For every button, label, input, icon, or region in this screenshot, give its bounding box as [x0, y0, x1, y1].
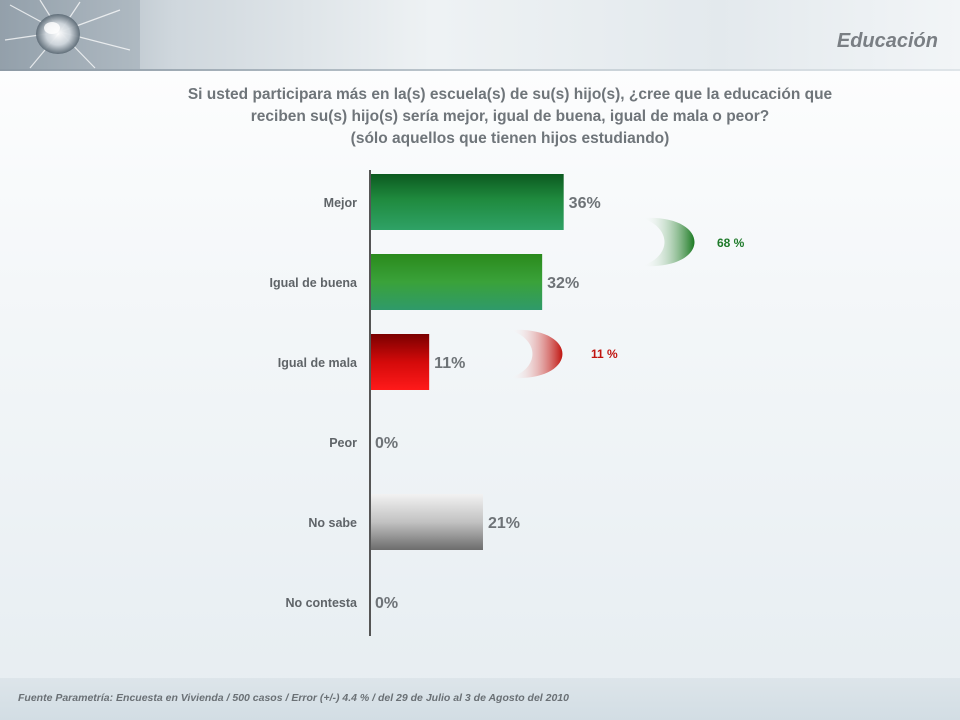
- footer-band: [0, 678, 960, 720]
- category-label: Igual de buena: [269, 276, 358, 290]
- header-divider: [0, 69, 960, 71]
- bar-1: [370, 254, 543, 310]
- section-title: Educación: [836, 30, 938, 52]
- bar-4: [370, 494, 483, 550]
- category-label: No sabe: [308, 516, 357, 530]
- source-footnote: Fuente Parametría: Encuesta en Vivienda …: [18, 692, 569, 704]
- question-line-2: reciben su(s) hijo(s) sería mejor, igual…: [250, 108, 770, 125]
- value-label: 0%: [375, 595, 398, 612]
- value-label: 21%: [488, 515, 520, 532]
- value-label: 32%: [547, 275, 579, 292]
- question-line-3: (sólo aquellos que tienen hijos estudian…: [350, 130, 670, 147]
- bar-2: [370, 334, 430, 390]
- bar-0: [370, 174, 564, 230]
- value-label: 11%: [434, 355, 465, 372]
- bracket-mejor-igual-buena: [642, 217, 695, 267]
- value-label: 36%: [569, 195, 601, 212]
- question-text: Si usted participara más en la(s) escuel…: [130, 84, 890, 150]
- group-total-label: 68 %: [717, 236, 745, 250]
- category-label: Peor: [329, 436, 357, 450]
- header-band: [0, 0, 960, 70]
- question-line-1: Si usted participara más en la(s) escuel…: [187, 86, 833, 103]
- value-label: 0%: [375, 435, 398, 452]
- header-decoration: [0, 0, 140, 70]
- bracket-igual-mala: [510, 329, 563, 379]
- group-total-label: 11 %: [591, 347, 618, 361]
- category-label: No contesta: [285, 596, 358, 610]
- category-label: Igual de mala: [278, 356, 358, 370]
- category-label: Mejor: [324, 196, 357, 210]
